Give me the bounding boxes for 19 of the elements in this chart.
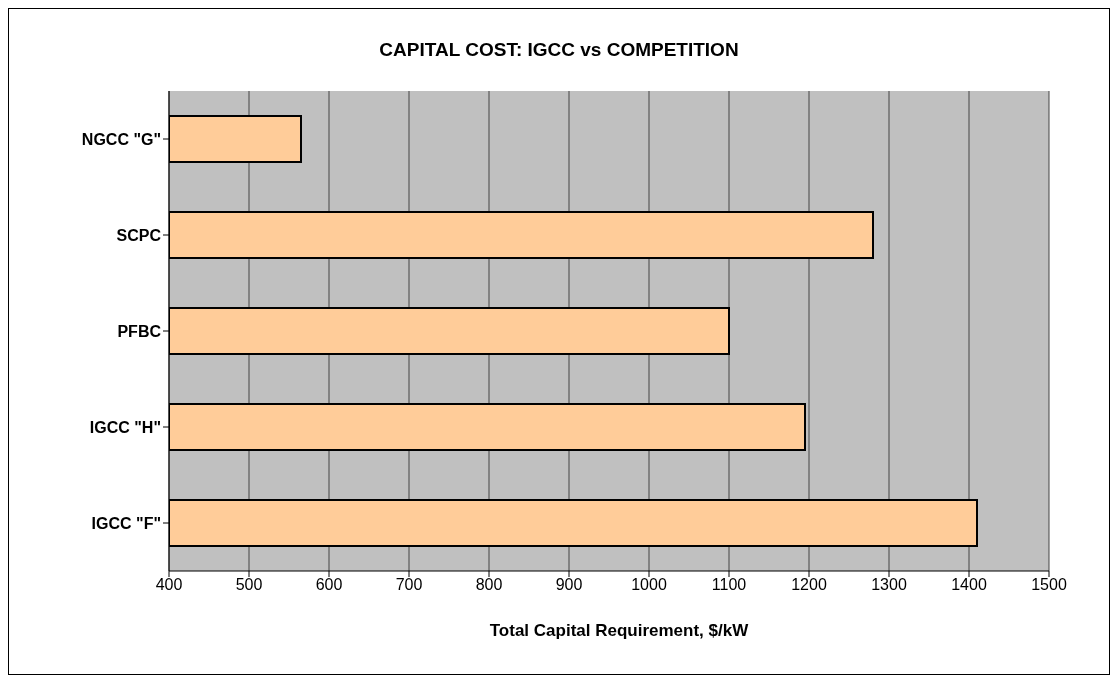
x-tick-label: 1000 bbox=[631, 576, 667, 594]
x-tick-label: 500 bbox=[235, 576, 263, 594]
y-tick-label: IGCC "F" bbox=[91, 514, 161, 532]
x-tick-label: 1500 bbox=[1031, 576, 1067, 594]
y-tick-label: SCPC bbox=[116, 226, 162, 244]
y-tick-label: NGCC "G" bbox=[81, 130, 161, 148]
x-tick-label: 600 bbox=[315, 576, 343, 594]
x-tick-label: 1100 bbox=[711, 576, 747, 594]
x-tick-label: 900 bbox=[555, 576, 583, 594]
x-tick-label: 700 bbox=[395, 576, 423, 594]
chart-title: CAPITAL COST: IGCC vs COMPETITION bbox=[378, 38, 740, 61]
x-tick-label: 1200 bbox=[791, 576, 827, 594]
y-tick-label: IGCC "H" bbox=[89, 418, 161, 436]
x-tick-label: 400 bbox=[155, 576, 183, 594]
x-tick-label: 800 bbox=[475, 576, 503, 594]
x-tick-label: 1300 bbox=[871, 576, 907, 594]
x-axis-title: Total Capital Requirement, $/kW bbox=[488, 621, 750, 641]
y-tick-label: PFBC bbox=[117, 322, 162, 340]
x-tick-label: 1400 bbox=[951, 576, 987, 594]
